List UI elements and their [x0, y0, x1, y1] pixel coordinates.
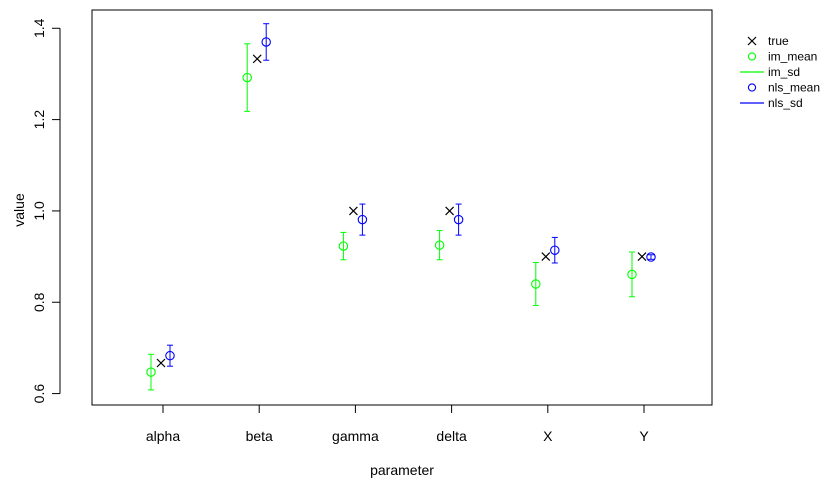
cross-stroke: [252, 54, 262, 64]
legend-label: nls_mean: [768, 81, 820, 95]
x-tick-label: Y: [639, 428, 649, 444]
legend-item-nls_mean: nls_mean: [747, 81, 820, 95]
cross-stroke: [637, 252, 647, 262]
legend-circle-icon: [747, 52, 757, 61]
nls_sd-errorbar: [455, 203, 462, 236]
legend-label: im_sd: [768, 65, 800, 79]
legend-item-true: true: [747, 34, 789, 48]
cross-stroke: [541, 252, 551, 262]
y-tick-label: 1.2: [31, 110, 47, 130]
true-point: [445, 206, 455, 216]
x-axis: alpha beta gamma delta X Y: [146, 404, 649, 444]
legend-circle-icon: [747, 83, 757, 92]
y-tick-label: 0.6: [31, 384, 47, 404]
true-point: [637, 252, 647, 262]
legend-cross-icon: [747, 36, 757, 46]
x-tick-label: gamma: [332, 428, 379, 444]
x-tick-label: delta: [436, 428, 467, 444]
plot-frame: [91, 9, 713, 406]
nls_sd-errorbar: [359, 203, 366, 236]
cross-stroke: [156, 358, 166, 368]
cross-stroke: [445, 206, 455, 216]
cross-stroke: [747, 36, 757, 46]
true-point: [541, 252, 551, 262]
x-tick-label: alpha: [146, 428, 180, 444]
im_sd-errorbar: [340, 231, 347, 261]
legend-label: true: [768, 34, 789, 48]
im_sd-errorbar: [436, 230, 443, 261]
data-marks: [146, 23, 656, 391]
y-tick-label: 0.8: [31, 292, 47, 312]
legend-item-im_sd: im_sd: [740, 65, 800, 79]
true-point: [348, 206, 358, 216]
legend-item-im_mean: im_mean: [747, 50, 817, 64]
true-point: [252, 54, 262, 64]
im_sd-errorbar: [148, 353, 154, 391]
im_sd-errorbar: [532, 262, 539, 306]
im_sd-errorbar: [629, 251, 635, 298]
nls_sd-errorbar: [167, 344, 173, 367]
y-axis-title: value: [11, 193, 27, 227]
legend-label: im_mean: [768, 50, 817, 64]
y-tick-label: 1.0: [31, 201, 47, 221]
y-tick-label: 1.4: [31, 18, 47, 38]
nls_sd-errorbar: [551, 236, 558, 264]
legend-label: nls_sd: [768, 96, 803, 110]
x-tick-label: X: [543, 428, 553, 444]
cross-stroke: [348, 206, 358, 216]
x-axis-title: parameter: [370, 462, 434, 478]
nls_sd-errorbar: [263, 23, 270, 61]
y-axis: 0.6 0.8 1.0 1.2 1.4: [31, 18, 61, 404]
nls_sd-errorbar: [648, 254, 654, 260]
true-point: [156, 358, 166, 368]
legend-item-nls_sd: nls_sd: [740, 96, 803, 110]
im_sd-errorbar: [244, 43, 251, 112]
nls_mean-point: [646, 252, 656, 262]
x-tick-label: beta: [246, 428, 273, 444]
